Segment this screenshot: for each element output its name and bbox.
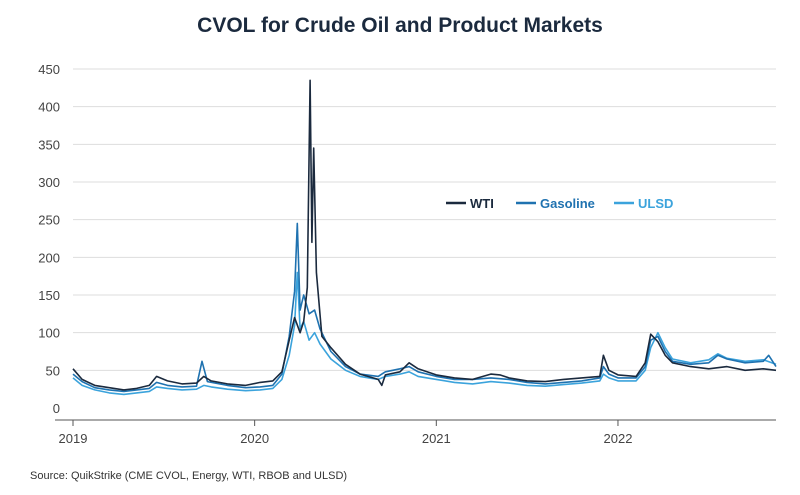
chart-title: CVOL for Crude Oil and Product Markets [197, 14, 603, 37]
source-note: Source: QuikStrike (CME CVOL, Energy, WT… [30, 470, 348, 482]
series-line-ulsd [72, 271, 777, 396]
y-tick-label: 450 [38, 62, 60, 77]
x-tick-label: 2020 [240, 431, 269, 446]
legend-label-gasoline: Gasoline [540, 196, 595, 211]
x-tick-label: 2022 [604, 431, 633, 446]
gridlines [73, 68, 776, 371]
y-axis-ticks: 0 50 100 150 200 250 300 350 400 450 [38, 62, 60, 416]
series-line-wti [72, 79, 777, 391]
y-tick-label: 50 [46, 363, 60, 378]
y-tick-label: 400 [38, 100, 60, 115]
y-tick-label: 200 [38, 250, 60, 265]
series-lines [72, 79, 777, 396]
y-tick-label: 0 [53, 401, 60, 416]
y-tick-label: 250 [38, 213, 60, 228]
y-tick-label: 100 [38, 326, 60, 341]
x-tick-label: 2021 [422, 431, 451, 446]
legend: WTI Gasoline ULSD [446, 196, 673, 211]
series-line-gasoline [72, 222, 777, 393]
x-axis: 2019 2020 2021 2022 [55, 419, 776, 446]
legend-label-ulsd: ULSD [638, 196, 673, 211]
y-tick-label: 150 [38, 288, 60, 303]
x-tick-label: 2019 [59, 431, 88, 446]
y-tick-label: 300 [38, 175, 60, 190]
y-tick-label: 350 [38, 137, 60, 152]
legend-label-wti: WTI [470, 196, 494, 211]
